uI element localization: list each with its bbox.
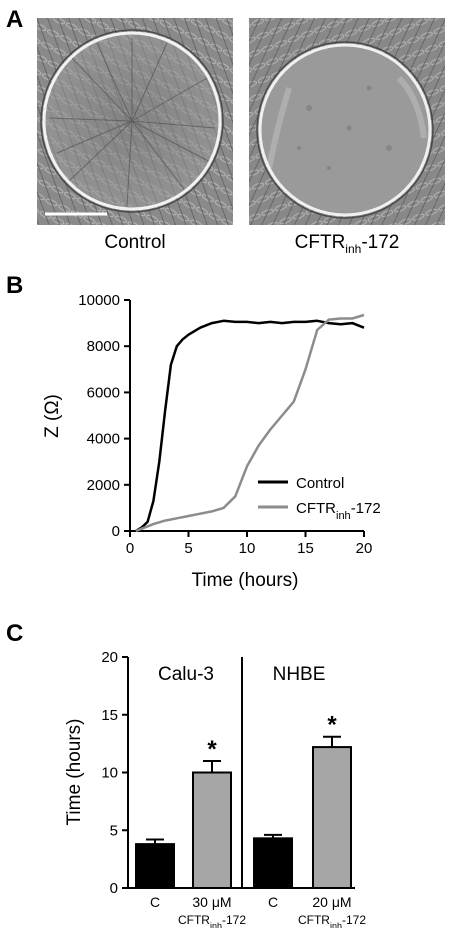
chart-c-ylabel: Time (hours)	[64, 719, 85, 826]
bar-3	[253, 837, 293, 890]
legend-label-cftr: CFTRinh-172	[296, 500, 381, 522]
panel-c-letter: C	[6, 620, 24, 647]
impedance-line-chart: 0 2000 4000 6000 8000 10000 0 5 10 15 20 Control C…	[42, 292, 381, 591]
x-tick-label: 10	[239, 540, 256, 557]
x-tick-label: 5	[184, 540, 192, 557]
y-tick-label: 5	[110, 822, 118, 839]
series-line-cftr-inh	[135, 313, 365, 533]
y-tick-label: 2000	[87, 477, 120, 494]
micrograph-cftr-inh	[249, 18, 445, 225]
chart-b-series	[135, 313, 365, 533]
bar-label: 20 μM	[312, 894, 351, 910]
caption-cftr-sub: inh	[345, 241, 362, 256]
x-tick-label: 0	[126, 540, 134, 557]
bar-2	[192, 771, 232, 889]
y-tick-label: 10000	[78, 292, 120, 309]
bar-label: C	[268, 894, 278, 910]
x-tick-label: 20	[356, 540, 373, 557]
group-label-nhbe: NHBE	[273, 664, 326, 685]
micrograph-control	[37, 18, 233, 225]
caption-cftr-main: CFTR	[294, 232, 346, 253]
caption-cftr-tail: -172	[361, 232, 400, 253]
time-bar-chart: 0 5 10 15 20 C * 30 μM CFTRinh-172 C * 20 μM CFTRin…	[64, 649, 366, 928]
group-label-calu3: Calu-3	[158, 664, 214, 685]
bar-label: C	[150, 894, 160, 910]
y-tick-label: 4000	[87, 431, 120, 448]
chart-c-bars: C * 30 μM CFTRinh-172 C * 20 μM CFTRinh-172	[135, 712, 366, 928]
bar-4	[312, 746, 352, 889]
y-tick-label: 20	[101, 649, 118, 666]
caption-control: Control	[37, 232, 233, 256]
chart-b-xlabel: Time (hours)	[192, 570, 299, 591]
x-tick-label: 15	[297, 540, 314, 557]
y-tick-label: 0	[112, 523, 120, 540]
bar-1	[135, 843, 175, 889]
y-tick-label: 15	[101, 707, 118, 724]
panel-b-letter: B	[6, 272, 24, 299]
panel-a-letter: A	[6, 6, 24, 33]
significance-star: *	[327, 712, 337, 739]
bar-sublabel: CFTRinh-172	[178, 913, 246, 928]
chart-b-legend: Control CFTRinh-172	[258, 475, 381, 522]
y-tick-label: 0	[110, 880, 118, 897]
legend-label-control: Control	[296, 475, 344, 492]
chart-b-ylabel: Z (Ω)	[42, 394, 63, 438]
caption-cftr-inh: CFTRinh-172	[249, 232, 445, 256]
y-tick-label: 10	[101, 765, 118, 782]
bar-sublabel: CFTRinh-172	[298, 913, 366, 928]
chart-b-axes: 0 2000 4000 6000 8000 10000 0 5 10 15 20	[78, 292, 372, 557]
y-tick-label: 8000	[87, 338, 120, 355]
bar-label: 30 μM	[192, 894, 231, 910]
y-tick-label: 6000	[87, 384, 120, 401]
series-line-control	[135, 319, 365, 533]
significance-star: *	[207, 736, 217, 763]
caption-control-main: Control	[104, 232, 166, 253]
